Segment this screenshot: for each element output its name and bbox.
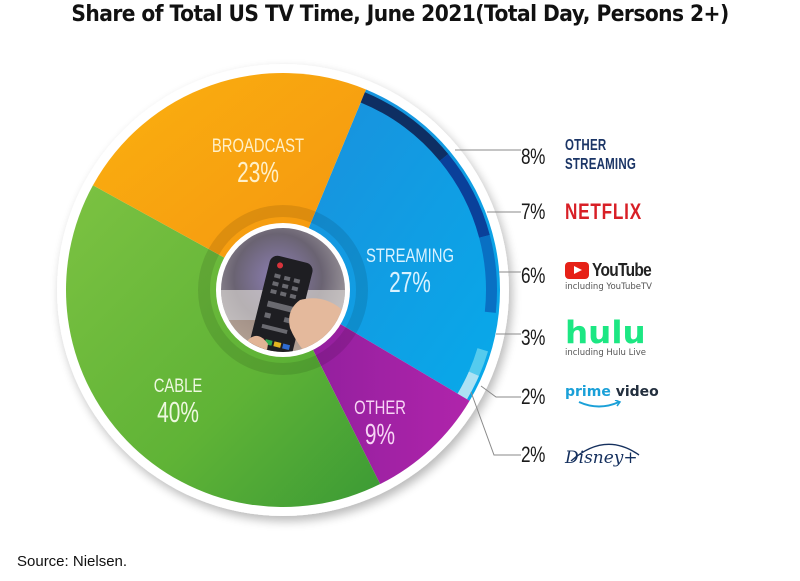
chart-title: Share of Total US TV Time, June 2021(Tot… (71, 2, 729, 27)
legend-pct: 2% (521, 442, 546, 467)
netflix-logo: NETFLIX (565, 199, 642, 224)
inner-ring (198, 205, 368, 375)
band-youtube (479, 234, 497, 313)
disney-arc-icon (570, 443, 640, 462)
legend-row-prime-video: 2% prime video (521, 377, 659, 417)
band-prime-video (468, 348, 489, 376)
slice-cable (65, 185, 381, 508)
legend-pct: 2% (521, 384, 546, 409)
youtube-play-icon (565, 262, 589, 279)
legend-label-other-streaming-2: STREAMING (565, 156, 637, 173)
slice-pct-streaming: 27% (389, 267, 431, 299)
amazon-smile-icon (578, 400, 622, 408)
band-other-streaming (360, 92, 449, 162)
youtube-logo: YouTube (565, 260, 661, 281)
band-disney-plus (457, 371, 479, 400)
legend-row-other-streaming: 8% OTHER STREAMING (521, 137, 664, 177)
slice-pct-cable: 40% (157, 397, 199, 429)
youtube-note: including YouTubeTV (565, 282, 652, 292)
slice-pct-broadcast: 23% (237, 157, 279, 189)
slice-pct-other: 9% (365, 419, 395, 451)
slice-label-broadcast: BROADCAST (212, 135, 304, 156)
slice-label-cable: CABLE (154, 375, 203, 396)
legend-pct: 3% (521, 325, 546, 350)
source-note: Source: Nielsen. (17, 553, 128, 570)
leader-lines (455, 149, 521, 456)
hulu-note: including Hulu Live (565, 347, 646, 358)
slice-other (283, 290, 470, 485)
tv-remote-photo (221, 228, 345, 352)
legend-label-other-streaming: OTHER (565, 137, 607, 154)
slice-label-other: OTHER (354, 397, 406, 418)
band-netflix (439, 154, 490, 238)
legend-row-hulu: 3% hulu including Hulu Live (521, 317, 646, 358)
legend-pct: 8% (521, 144, 546, 169)
legend-pct: 7% (521, 199, 546, 224)
slice-label-streaming: STREAMING (366, 245, 454, 266)
legend-row-youtube: 6% YouTube including YouTubeTV (521, 256, 661, 296)
legend-row-disney-plus: 2% Disney+ (521, 435, 640, 475)
prime-video-logo: prime video (565, 384, 659, 410)
hulu-logo: hulu (565, 314, 646, 351)
legend-pct: 6% (521, 263, 546, 288)
legend-row-netflix: 7% NETFLIX (521, 192, 664, 232)
disney-plus-logo: Disney+ (565, 442, 640, 468)
